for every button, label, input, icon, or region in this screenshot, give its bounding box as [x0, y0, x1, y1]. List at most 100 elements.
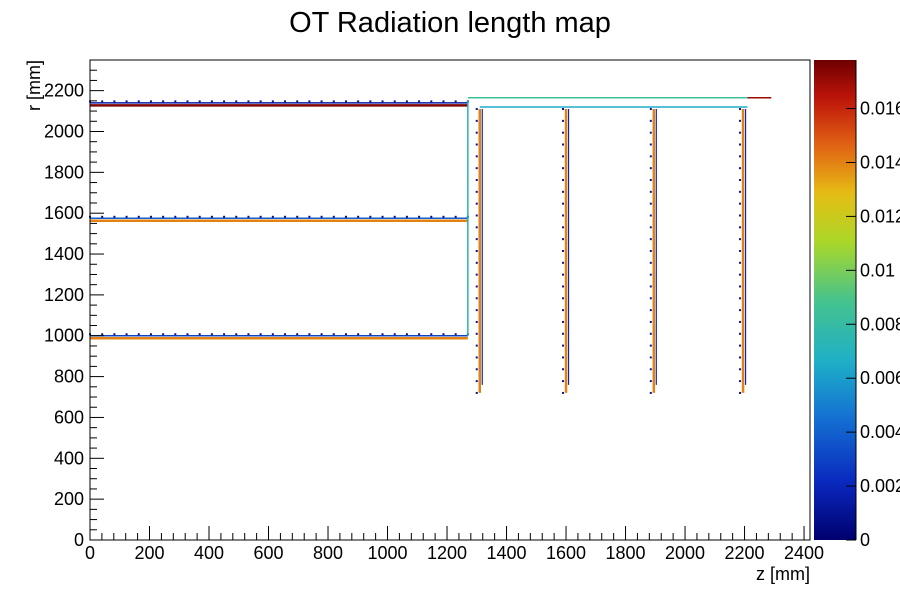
endcap-disk-modules [475, 380, 478, 383]
barrel-layer-modules [357, 100, 360, 103]
x-tick-label: 400 [194, 543, 224, 563]
endcap-disk-modules [739, 238, 742, 241]
endcap-disk-modules [739, 143, 742, 146]
barrel-layer-modules [186, 100, 189, 103]
endcap-disk-modules [475, 249, 478, 252]
y-tick-label: 800 [54, 367, 84, 387]
barrel-layer-modules [162, 215, 165, 218]
plot-area [89, 97, 772, 394]
barrel-layer-modules [418, 333, 421, 336]
y-tick-label: 0 [74, 530, 84, 550]
barrel-layer-modules [344, 333, 347, 336]
endcap-disk-modules [475, 214, 478, 217]
endcap-disk-modules [562, 108, 565, 111]
endcap-disk-modules [649, 226, 652, 229]
y-tick-label: 1400 [44, 244, 84, 264]
endcap-disk-modules [562, 344, 565, 347]
barrel-layer-modules [344, 215, 347, 218]
barrel-layer-modules [369, 215, 372, 218]
barrel-layer-modules [137, 333, 140, 336]
barrel-layer-modules [271, 100, 274, 103]
y-tick-label: 1000 [44, 326, 84, 346]
barrel-layer-modules [259, 215, 262, 218]
barrel-layer-modules [405, 333, 408, 336]
barrel-layer-modules [296, 215, 299, 218]
barrel-layer-modules [210, 215, 213, 218]
barrel-layer-modules [137, 215, 140, 218]
barrel-layer-modules [430, 100, 433, 103]
barrel-layer-modules [357, 333, 360, 336]
barrel-layer-modules [308, 333, 311, 336]
barrel-layer-modules [113, 333, 116, 336]
endcap-disk-modules [739, 297, 742, 300]
colorbar-tick-label: 0.016 [860, 99, 900, 119]
colorbar-tick-label: 0.012 [860, 206, 900, 226]
colorbar-tick-label: 0.014 [860, 152, 900, 172]
endcap-disk-modules [649, 320, 652, 323]
barrel-layer-modules [393, 215, 396, 218]
endcap-disk-modules [649, 297, 652, 300]
barrel-layer-modules [418, 215, 421, 218]
endcap-disk-modules [739, 226, 742, 229]
barrel-layer-modules [332, 333, 335, 336]
x-tick-label: 2200 [725, 543, 765, 563]
x-axis: 0 200 400 600 800 1000 1200 1400 1600 1800 2000 220… [85, 526, 824, 563]
endcap-disk-modules [739, 249, 742, 252]
endcap-disk-modules [562, 320, 565, 323]
barrel-layer-modules [101, 215, 104, 218]
barrel-layer-modules [125, 333, 128, 336]
endcap-disk-modules [562, 380, 565, 383]
endcap-disk-modules [739, 179, 742, 181]
endcap-disk-modules [649, 391, 652, 394]
endcap-disk-modules [649, 131, 652, 134]
chart-title: OT Radiation length map [289, 7, 611, 39]
colorbar-tick-label: 0 [860, 530, 870, 550]
endcap-disk-modules [649, 309, 652, 312]
barrel-layer-modules [418, 100, 421, 103]
barrel-layer-modules [247, 215, 250, 218]
endcap-disk-modules [562, 297, 565, 300]
endcap-disk-modules [649, 273, 652, 276]
endcap-disk-modules [562, 167, 565, 170]
y-tick-label: 600 [54, 407, 84, 427]
endcap-disk-modules [562, 131, 565, 134]
barrel-layer-modules [174, 215, 177, 218]
x-tick-label: 1800 [606, 543, 646, 563]
endcap-disk-modules [649, 332, 652, 335]
endcap-disk-modules [649, 190, 652, 193]
endcap-disk-modules [562, 273, 565, 276]
endcap-disk-modules [475, 356, 478, 359]
barrel-layer-modules [198, 333, 201, 336]
y-tick-label: 2200 [44, 81, 84, 101]
barrel-layer-modules [101, 100, 104, 103]
endcap-disk-modules [562, 226, 565, 229]
x-tick-label: 200 [134, 543, 164, 563]
endcap-disk-modules [562, 143, 565, 146]
endcap-disk-modules [475, 179, 478, 181]
barrel-layer-modules [113, 215, 116, 218]
endcap-disk-modules [562, 155, 565, 158]
endcap-disk-modules [739, 202, 742, 205]
colorbar: 0 0.002 0.004 0.006 0.008 0.01 0.012 0.014 0.016 [814, 60, 900, 550]
barrel-layer-modules [137, 100, 140, 103]
plot-frame [89, 59, 811, 541]
barrel-layer-modules [259, 333, 262, 336]
colorbar-gradient [814, 60, 856, 540]
endcap-disk-modules [475, 297, 478, 300]
barrel-layer-modules [454, 215, 457, 218]
endcap-disk-modules [475, 273, 478, 276]
endcap-disk-modules [649, 261, 652, 264]
barrel-layer-modules [271, 333, 274, 336]
barrel-layer-modules [223, 215, 226, 218]
barrel-layer-modules [381, 333, 384, 336]
colorbar-tick-label: 0.002 [860, 476, 900, 496]
endcap-disk-modules [739, 344, 742, 347]
y-axis-title: r [mm] [24, 60, 44, 111]
barrel-layer-modules [284, 215, 287, 218]
barrel-layer-modules [344, 100, 347, 103]
endcap-disk-modules [649, 238, 652, 241]
barrel-layer-modules [210, 100, 213, 103]
endcap-disk-modules [475, 238, 478, 241]
barrel-layer-modules [430, 333, 433, 336]
